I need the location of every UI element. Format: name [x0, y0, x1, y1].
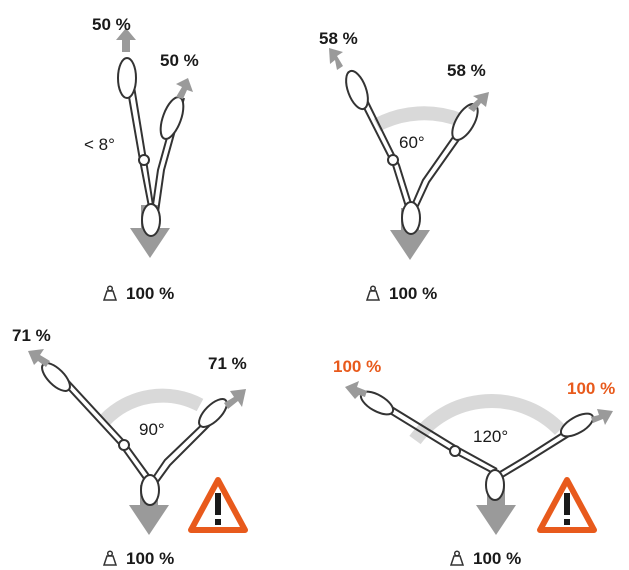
- angle-label: 120°: [473, 427, 509, 446]
- weight-icon: [102, 285, 118, 301]
- carabiner: [401, 201, 421, 235]
- total-load-value: 100 %: [389, 283, 438, 303]
- load-arrow: [476, 485, 516, 535]
- load-arrow: [329, 48, 343, 70]
- load-arrow: [345, 381, 367, 399]
- carabiner: [198, 398, 228, 428]
- right-load-label: 50 %: [160, 51, 199, 70]
- weight-icon: [449, 550, 465, 566]
- load-arrow: [468, 92, 489, 112]
- right-load-label: 71 %: [208, 354, 247, 373]
- total-load: 100 %: [100, 549, 174, 567]
- angle-arc: [373, 106, 463, 132]
- sling-diagram: [329, 48, 489, 260]
- carabiner: [141, 203, 161, 237]
- total-load-value: 100 %: [473, 548, 522, 568]
- right-load-label: 100 %: [567, 379, 616, 398]
- sling-diagram: [116, 28, 193, 258]
- load-arrow: [224, 389, 246, 409]
- angle-label: 90°: [139, 420, 165, 439]
- load-arrow: [28, 349, 50, 367]
- weight-icon: [102, 550, 118, 566]
- angle-arc: [99, 388, 204, 426]
- right-load-label: 58 %: [447, 61, 486, 80]
- carabiner: [159, 96, 185, 140]
- load-arrow: [591, 409, 613, 425]
- load-arrow: [116, 28, 136, 52]
- left-load-label: 50 %: [92, 15, 131, 34]
- angle-label: 60°: [399, 133, 425, 152]
- total-load-value: 100 %: [126, 548, 175, 568]
- panel-angle-8: 50 % 50 % < 8° 100 %: [0, 0, 314, 302]
- load-arrow: [129, 485, 169, 535]
- left-load-label: 100 %: [333, 357, 382, 376]
- angle-label: < 8°: [84, 135, 115, 154]
- warning-triangle-icon: [188, 477, 248, 533]
- total-load-value: 100 %: [126, 283, 175, 303]
- sling-diagram: [28, 349, 248, 535]
- left-load-label: 71 %: [12, 326, 51, 345]
- angle-arc: [409, 394, 566, 445]
- carabiner: [140, 474, 160, 506]
- total-load: 100 %: [363, 284, 437, 302]
- carabiner: [117, 57, 137, 99]
- carabiner: [485, 469, 505, 501]
- total-load: 100 %: [447, 549, 521, 567]
- carabiner: [345, 69, 369, 111]
- panel-angle-120: 100 % 100 % 120° 100 %: [315, 285, 629, 570]
- weight-icon: [365, 285, 381, 301]
- total-load: 100 %: [100, 284, 174, 302]
- load-arrow: [176, 78, 193, 99]
- warning-triangle-icon: [537, 477, 597, 533]
- panel-angle-60: 58 % 58 % 60° 100 %: [315, 0, 629, 302]
- left-load-label: 58 %: [319, 29, 358, 48]
- carabiner: [559, 412, 595, 438]
- sling-diagram: [345, 381, 613, 535]
- panel-angle-90: 71 % 71 % 90° 100 %: [0, 285, 314, 570]
